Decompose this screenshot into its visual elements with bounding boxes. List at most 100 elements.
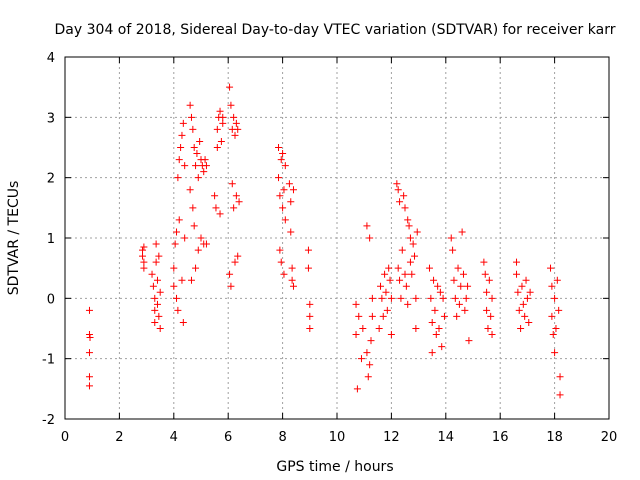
data-point (279, 150, 287, 158)
data-point (435, 325, 443, 332)
data-point (179, 318, 187, 326)
y-tick-label: 4 (47, 51, 55, 66)
data-point (455, 300, 463, 308)
data-point (306, 300, 314, 308)
data-point (548, 282, 556, 290)
data-point (187, 276, 195, 284)
data-point (428, 318, 436, 326)
data-point (483, 288, 491, 296)
data-point (367, 337, 375, 345)
data-point (173, 228, 181, 236)
data-point (140, 264, 148, 272)
data-point (440, 312, 448, 320)
data-point (451, 294, 459, 302)
data-point (234, 125, 242, 133)
data-point (556, 391, 564, 399)
data-point (525, 318, 533, 326)
data-point (140, 258, 148, 266)
data-point (447, 234, 455, 242)
data-point (152, 240, 160, 248)
data-point (431, 306, 439, 314)
data-point (189, 204, 197, 212)
data-point (436, 288, 444, 296)
data-point (193, 150, 201, 158)
data-point (393, 180, 401, 188)
data-point (394, 264, 402, 272)
data-point (276, 246, 284, 254)
data-point (353, 385, 361, 393)
data-point (552, 325, 560, 332)
data-point (202, 162, 210, 170)
data-point (174, 306, 182, 314)
y-tick-label: -1 (42, 353, 55, 368)
x-tick-label: 12 (383, 430, 400, 445)
data-point (85, 349, 93, 357)
x-tick-label: 8 (278, 430, 286, 445)
data-point (304, 246, 312, 254)
data-point (226, 270, 234, 278)
data-point (148, 270, 156, 278)
data-point (357, 355, 365, 363)
data-point (400, 192, 408, 200)
data-point (555, 306, 563, 314)
data-point (377, 282, 385, 290)
chart-title: Day 304 of 2018, Sidereal Day-to-day VTE… (55, 22, 616, 38)
data-point (140, 243, 148, 251)
data-point (515, 306, 523, 314)
data-point (406, 258, 414, 266)
data-point (194, 246, 202, 254)
data-point (85, 382, 93, 390)
data-point (547, 264, 555, 272)
data-point (523, 294, 531, 302)
data-point (85, 306, 93, 314)
data-point (526, 288, 534, 296)
data-point (190, 222, 198, 230)
data-point (153, 276, 161, 284)
data-point (398, 246, 406, 254)
data-point (386, 276, 394, 284)
data-point (553, 276, 561, 284)
data-point (277, 156, 285, 164)
data-point (434, 282, 442, 290)
data-point (232, 192, 240, 200)
data-point (462, 294, 470, 302)
data-point (153, 300, 161, 308)
data-point (551, 294, 559, 302)
data-point (387, 331, 395, 339)
data-point (382, 288, 390, 296)
x-axis-label: GPS time / hours (276, 459, 393, 475)
data-point (173, 294, 181, 302)
data-point (285, 180, 293, 188)
data-point (86, 334, 94, 342)
data-point (375, 325, 383, 332)
data-point (227, 282, 235, 290)
data-point (189, 125, 197, 133)
data-point (186, 101, 194, 109)
data-point (413, 228, 421, 236)
data-point (352, 300, 360, 308)
y-tick-label: -2 (42, 413, 55, 428)
data-point (548, 312, 556, 320)
data-point (202, 240, 210, 248)
x-tick-label: 2 (115, 430, 123, 445)
data-point (368, 312, 376, 320)
data-point (408, 270, 416, 278)
x-tick-label: 10 (329, 430, 346, 445)
data-point (156, 325, 164, 332)
data-point (170, 282, 178, 290)
data-point (406, 234, 414, 242)
data-point (85, 373, 93, 381)
data-point (228, 180, 236, 188)
data-point (366, 361, 374, 369)
data-point (213, 144, 221, 151)
y-tick-label: 1 (47, 232, 55, 247)
data-point (454, 264, 462, 272)
data-point (287, 198, 295, 206)
y-tick-label: 0 (47, 292, 55, 307)
data-point (387, 294, 395, 302)
data-point (513, 270, 521, 278)
data-point (397, 294, 405, 302)
data-point (231, 131, 239, 139)
data-point (171, 240, 179, 248)
